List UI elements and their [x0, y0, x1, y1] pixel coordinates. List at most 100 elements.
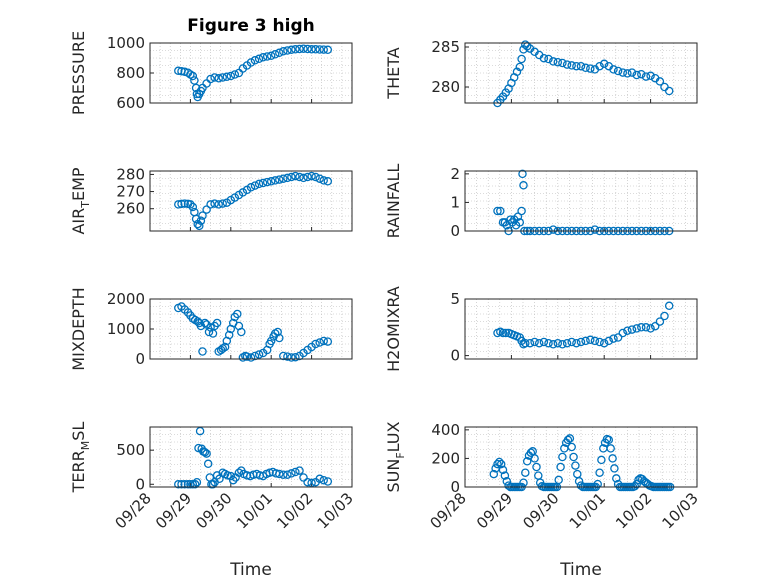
- y-tick-label: 260: [116, 200, 145, 218]
- data-point: [218, 73, 227, 82]
- data-point: [660, 311, 669, 321]
- data-point: [623, 69, 632, 78]
- data-point: [522, 457, 532, 466]
- x-tick-label: 10/03: [314, 489, 357, 532]
- y-tick-label: 280: [116, 165, 145, 183]
- data-point: [299, 173, 308, 183]
- data-point: [655, 77, 665, 86]
- figure-title: Figure 3 high: [187, 16, 315, 36]
- data-point: [287, 353, 296, 362]
- data-point: [212, 318, 222, 328]
- data-point: [515, 218, 525, 227]
- plot-border: [149, 298, 353, 360]
- data-point: [275, 469, 284, 479]
- panel-2: 280 285 THETA: [384, 38, 698, 108]
- y-tick-label: 200: [431, 449, 460, 467]
- data-point: [641, 323, 651, 332]
- data-point: [532, 462, 541, 472]
- data-point: [525, 338, 535, 348]
- x-axis-label: Time: [559, 560, 602, 580]
- y-tick-label: 400: [431, 421, 460, 439]
- data-point: [250, 351, 260, 361]
- data-point: [307, 171, 316, 181]
- data-point: [558, 340, 567, 349]
- data-point: [214, 74, 223, 83]
- data-point: [655, 317, 665, 326]
- data-point: [604, 435, 614, 445]
- data-point: [237, 327, 246, 337]
- y-tick-label: 5: [450, 290, 460, 308]
- data-point: [319, 176, 328, 185]
- data-point: [530, 337, 539, 347]
- y-axis-label: AIRTEMP: [69, 167, 92, 234]
- data-point: [501, 328, 511, 338]
- data-point: [220, 342, 230, 352]
- data-point: [262, 52, 272, 61]
- data-point: [315, 45, 324, 54]
- data-point: [311, 45, 320, 54]
- data-point: [196, 216, 206, 225]
- data-point: [200, 318, 210, 328]
- data-point: [496, 206, 505, 216]
- data-point: [188, 202, 198, 212]
- data-point: [275, 48, 284, 58]
- data-point: [632, 70, 641, 80]
- data-point: [323, 337, 333, 346]
- data-point: [571, 461, 580, 470]
- data-point: [553, 57, 563, 67]
- data-point: [230, 70, 240, 79]
- data-point: [554, 475, 563, 485]
- data-point: [500, 471, 510, 480]
- data-point: [311, 339, 320, 349]
- data-point: [565, 434, 575, 443]
- data-point: [599, 338, 609, 348]
- data-point: [214, 200, 223, 209]
- data-point: [544, 54, 553, 64]
- y-tick-label: 280: [431, 78, 460, 96]
- data-point: [279, 351, 288, 361]
- data-point: [246, 183, 256, 192]
- data-point: [502, 477, 512, 486]
- data-point: [319, 336, 328, 346]
- plot-border: [149, 170, 353, 232]
- y-axis-label: MIXDEPTH: [69, 287, 88, 370]
- data-point: [299, 44, 308, 53]
- y-tick-label: 285: [431, 38, 460, 56]
- data-point: [319, 475, 328, 485]
- panel-4: 0 1 2 RAINFALL: [384, 164, 698, 240]
- data-point: [315, 474, 324, 484]
- data-point: [249, 470, 258, 479]
- data-point: [664, 86, 674, 96]
- data-point: [202, 449, 211, 458]
- y-tick-label: 1000: [107, 34, 145, 52]
- data-point: [203, 459, 213, 469]
- data-point: [180, 199, 189, 208]
- data-point: [323, 45, 333, 55]
- data-point: [627, 68, 637, 77]
- data-point: [202, 205, 211, 214]
- data-point: [234, 468, 244, 477]
- data-point: [250, 181, 260, 190]
- data-point: [590, 336, 600, 346]
- data-point: [266, 177, 276, 186]
- data-point: [613, 333, 623, 342]
- data-point: [513, 212, 523, 221]
- data-point: [303, 44, 312, 54]
- data-point: [623, 326, 632, 335]
- data-point: [270, 176, 280, 185]
- data-point: [266, 51, 276, 61]
- y-tick-label: 270: [116, 183, 145, 201]
- x-tick-label: 09/28: [427, 489, 470, 532]
- data-point: [311, 172, 320, 182]
- data-point: [246, 353, 256, 362]
- data-point: [226, 71, 236, 81]
- data-point: [632, 479, 641, 489]
- y-tick-label: 800: [116, 64, 145, 82]
- y-axis-label: SUNFLUX: [384, 421, 407, 492]
- data-point: [223, 471, 232, 480]
- data-point: [287, 45, 296, 55]
- data-point: [190, 480, 200, 489]
- x-tick-label: 09/28: [112, 489, 155, 532]
- y-tick-label: 0: [450, 222, 460, 240]
- data-point: [303, 477, 312, 487]
